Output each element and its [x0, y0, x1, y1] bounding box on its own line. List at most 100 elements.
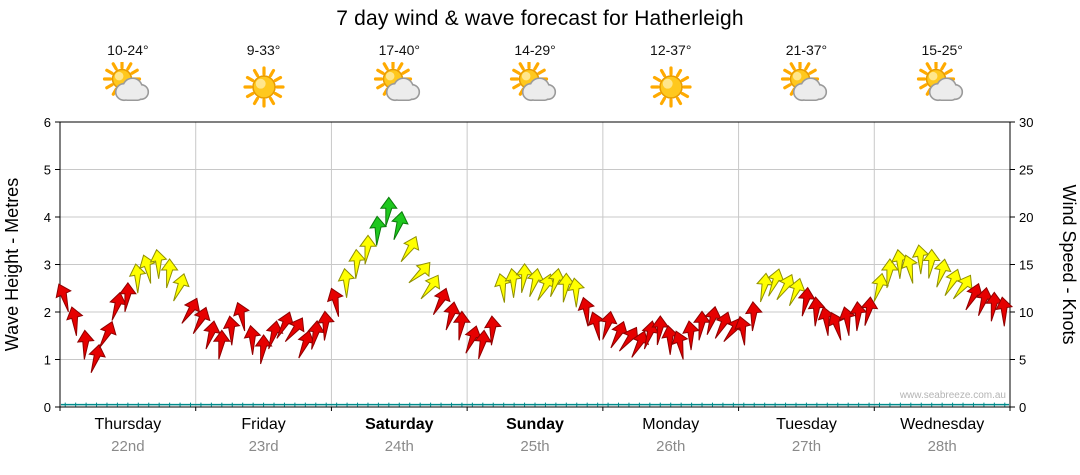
wind-arrow	[599, 310, 618, 340]
day-label: Sunday	[506, 416, 564, 433]
page-title: 7 day wind & wave forecast for Hatherlei…	[336, 7, 744, 30]
wind-arrow	[693, 310, 711, 341]
wind-arrow	[316, 310, 335, 341]
wind-arrow	[369, 215, 388, 246]
wind-arrow-glyph	[587, 311, 605, 341]
wind-arrow-glyph	[483, 315, 502, 346]
sun-highlight	[929, 71, 938, 81]
cloud-body	[937, 91, 956, 100]
day-label: Monday	[642, 416, 700, 433]
wind-arrow-glyph	[651, 315, 670, 346]
cloud-body	[801, 91, 820, 100]
sun-ray	[919, 68, 928, 75]
wind-arrow-glyph	[890, 248, 909, 279]
wind-arrow-glyph	[965, 282, 984, 311]
wind-arrow-glyph	[443, 301, 461, 331]
wind-arrow-glyph	[400, 235, 420, 263]
wind-arrow-glyph	[952, 274, 973, 300]
wind-arrow	[651, 315, 670, 346]
wind-arrow	[160, 258, 179, 289]
sun-ray	[790, 62, 797, 71]
wind-arrow-glyph	[212, 329, 231, 360]
wind-arrow	[744, 301, 763, 332]
day-label: Tuesday	[776, 416, 837, 433]
date-label: 27th	[791, 438, 822, 455]
wind-arrow-glyph	[55, 283, 72, 312]
wind-arrow-glyph	[838, 306, 856, 336]
wind-arrow-glyph	[704, 305, 722, 336]
sun-ray	[273, 75, 282, 83]
wind-arrow-glyph	[348, 248, 367, 279]
wind-arrow-glyph	[181, 297, 201, 324]
wind-arrow	[379, 196, 398, 227]
right-axis-title: Wind Speed - Knots	[1059, 184, 1079, 344]
wind-arrow-glyph	[547, 267, 566, 298]
sun-ray	[783, 83, 793, 90]
cloud-body	[530, 91, 549, 100]
sun-ray	[126, 62, 133, 71]
wind-arrow	[933, 258, 952, 288]
wind-arrow-glyph	[222, 315, 241, 346]
sun-ray	[675, 68, 682, 78]
wind-arrow	[901, 254, 919, 284]
wind-arrow	[284, 317, 305, 342]
wind-arrow	[944, 268, 963, 296]
sun-highlight	[114, 71, 124, 81]
wind-arrow-glyph	[233, 301, 250, 332]
day-temperature: 14-29°	[514, 42, 556, 58]
day-label-cell: Tuesday 27th	[739, 416, 875, 455]
wind-arrow	[985, 291, 1004, 322]
wind-arrow	[817, 306, 836, 336]
wind-arrow-glyph	[172, 272, 190, 302]
wind-arrow-glyph	[610, 320, 629, 349]
wind-arrow-glyph	[911, 244, 930, 275]
sun-ray	[401, 68, 411, 75]
date-label: 24th	[384, 438, 414, 455]
day-temperature: 12-37°	[650, 42, 692, 58]
wind-arrow	[515, 262, 534, 293]
wind-arrow-glyph	[420, 274, 441, 300]
wind-arrow	[880, 258, 899, 289]
wind-arrow	[849, 301, 868, 332]
wind-arrow-glyph	[265, 320, 284, 350]
date-label: 22nd	[111, 438, 145, 455]
day-label: Wednesday	[900, 416, 985, 433]
left-axis-title: Wave Height - Metres	[2, 178, 22, 351]
weather-icon-cell	[60, 62, 196, 112]
wind-arrow-glyph	[797, 286, 816, 317]
wind-arrow	[222, 315, 241, 346]
wind-arrow-glyph	[871, 272, 889, 302]
wind-arrow-glyph	[734, 315, 752, 346]
wind-arrow	[797, 286, 816, 317]
sun-cloud-icon	[374, 62, 421, 102]
wind-arrow	[348, 248, 367, 279]
wind-arrow	[734, 315, 752, 346]
wind-arrow	[838, 306, 856, 336]
wind-arrow-glyph	[577, 296, 595, 327]
wind-arrow	[788, 277, 806, 307]
wind-arrow	[233, 301, 250, 332]
wind-arrow-glyph	[149, 248, 168, 279]
sun-ray	[919, 83, 928, 90]
wind-arrow	[243, 324, 262, 355]
right-axis-tick-label: 20	[1019, 210, 1033, 225]
wind-arrow-glyph	[337, 267, 356, 298]
wind-arrow-glyph	[254, 334, 273, 365]
wind-arrow	[265, 320, 284, 350]
sun-ray	[268, 96, 275, 106]
wind-arrow	[276, 311, 295, 339]
sun-ray	[245, 91, 254, 99]
day-temperature: 9-33°	[246, 42, 281, 58]
wind-arrow	[452, 310, 471, 341]
wind-arrow-glyph	[109, 291, 127, 321]
sun-ray	[130, 68, 139, 75]
wind-arrow	[192, 306, 211, 334]
day-label-cell: Saturday 24th	[331, 416, 467, 455]
wind-arrow-glyph	[526, 267, 545, 298]
sun-highlight	[793, 71, 802, 81]
wind-arrow	[682, 320, 700, 351]
left-axis-tick-label: 0	[44, 400, 51, 415]
wind-arrow-glyph	[326, 287, 344, 317]
day-label-cell: Monday 26th	[603, 416, 739, 455]
wind-arrow-glyph	[661, 324, 679, 355]
